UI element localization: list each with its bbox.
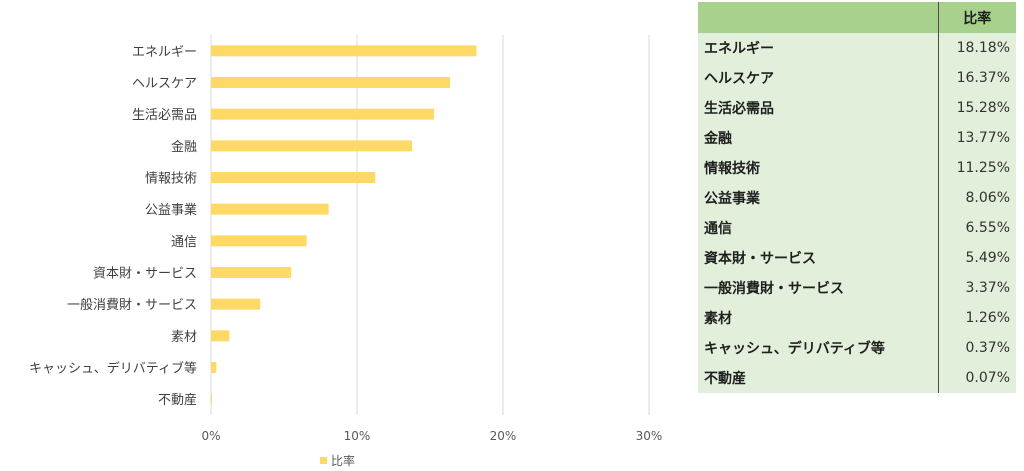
table-row: 不動産 0.07% xyxy=(698,363,1016,393)
table-row: 資本財・サービス 5.49% xyxy=(698,243,1016,273)
category-label: 公益事業 xyxy=(145,202,197,218)
category-label: 素材 xyxy=(171,330,197,345)
table-cell-sector: キャッシュ、デリバティブ等 xyxy=(698,333,938,363)
table-cell-ratio: 1.26% xyxy=(937,303,1016,333)
table-row: 通信 6.55% xyxy=(698,213,1016,243)
bar xyxy=(211,77,451,88)
category-label: 資本財・サービス xyxy=(93,267,197,282)
table-row: 一般消費財・サービス 3.37% xyxy=(698,273,1016,303)
legend-label: 比率 xyxy=(331,453,355,468)
ratio-table: 比率 エネルギー 18.18% ヘルスケア 16.37% 生活必需品 15.28% 金融 13… xyxy=(698,2,1016,393)
table-cell-sector: 金融 xyxy=(698,123,938,153)
table-body: エネルギー 18.18% ヘルスケア 16.37% 生活必需品 15.28% 金融 13.77… xyxy=(698,33,1016,393)
table-row: 情報技術 11.25% xyxy=(698,153,1016,183)
table-cell-sector: 一般消費財・サービス xyxy=(698,273,938,303)
table-cell-ratio: 5.49% xyxy=(937,243,1016,273)
category-label: 一般消費財・サービス xyxy=(67,297,197,313)
table-cell-ratio: 0.07% xyxy=(937,363,1016,393)
table-cell-sector: 通信 xyxy=(698,213,938,243)
category-label: 通信 xyxy=(171,235,197,250)
chart-svg: 0% 10% 20% 30% エネルギーヘルスケア生活必需品金融情報技術公益事業通信資本… xyxy=(29,35,663,468)
table-cell-ratio: 18.18% xyxy=(937,33,1016,63)
table-cell-ratio: 13.77% xyxy=(937,123,1016,153)
bar xyxy=(211,235,307,247)
table-cell-ratio: 16.37% xyxy=(937,63,1016,93)
table-row: 生活必需品 15.28% xyxy=(698,93,1016,123)
bar xyxy=(211,298,261,310)
table-row: 素材 1.26% xyxy=(698,303,1016,333)
table-header-ratio: 比率 xyxy=(937,2,1016,33)
table-cell-ratio: 15.28% xyxy=(937,93,1016,123)
table-header-row: 比率 xyxy=(698,2,1016,33)
table-row: キャッシュ、デリバティブ等 0.37% xyxy=(698,333,1016,363)
bar xyxy=(211,172,376,183)
x-tick-label: 10% xyxy=(344,429,371,443)
x-tick-label: 30% xyxy=(636,429,663,443)
table-cell-sector: 素材 xyxy=(698,303,938,333)
bar xyxy=(211,330,230,342)
table-cell-ratio: 8.06% xyxy=(937,183,1016,213)
table-cell-ratio: 6.55% xyxy=(937,213,1016,243)
table-cell-sector: ヘルスケア xyxy=(698,63,938,93)
table-row: 金融 13.77% xyxy=(698,123,1016,153)
bar xyxy=(211,393,213,405)
bar xyxy=(211,203,329,215)
table-cell-sector: 生活必需品 xyxy=(698,93,938,123)
bar xyxy=(211,108,435,120)
table-cell-sector: 資本財・サービス xyxy=(698,243,938,273)
table-header-blank xyxy=(698,2,938,33)
x-tick-label: 20% xyxy=(490,429,517,443)
category-label: 生活必需品 xyxy=(132,108,197,123)
bar xyxy=(211,362,217,373)
category-label: 不動産 xyxy=(158,392,197,408)
bar xyxy=(211,45,477,57)
category-label: 金融 xyxy=(171,139,197,155)
table-cell-ratio: 0.37% xyxy=(937,333,1016,363)
bar-chart: 0% 10% 20% 30% エネルギーヘルスケア生活必需品金融情報技術公益事業通信資本… xyxy=(29,35,663,468)
table-cell-sector: 不動産 xyxy=(698,363,938,393)
category-label: 情報技術 xyxy=(145,172,197,187)
category-label: キャッシュ、デリバティブ等 xyxy=(29,361,197,377)
table-cell-sector: 情報技術 xyxy=(698,153,938,183)
legend-swatch xyxy=(320,457,327,464)
table-row: エネルギー 18.18% xyxy=(698,33,1016,63)
bar xyxy=(211,267,292,278)
table-cell-sector: 公益事業 xyxy=(698,183,938,213)
category-label: ヘルスケア xyxy=(132,77,197,92)
table-row: 公益事業 8.06% xyxy=(698,183,1016,213)
category-label: エネルギー xyxy=(132,45,197,60)
x-tick-label: 0% xyxy=(201,429,220,443)
table-cell-ratio: 3.37% xyxy=(937,273,1016,303)
table-row: ヘルスケア 16.37% xyxy=(698,63,1016,93)
table-cell-ratio: 11.25% xyxy=(937,153,1016,183)
table-cell-sector: エネルギー xyxy=(698,33,938,63)
bar xyxy=(211,140,413,152)
